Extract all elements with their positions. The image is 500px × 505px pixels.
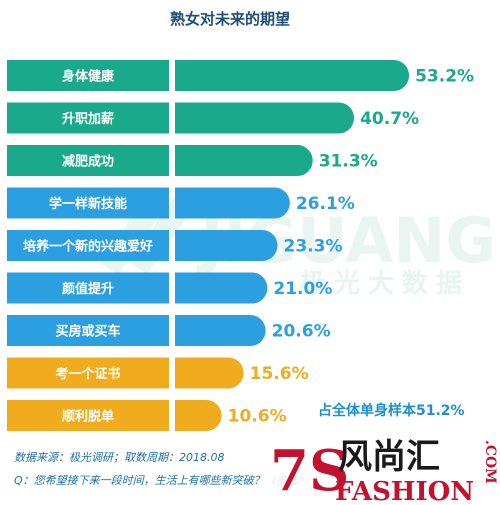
category-labels: 身体健康升职加薪减肥成功学一样新技能培养一个新的兴趣爱好颜值提升买房或买车考一个… bbox=[23, 69, 153, 425]
category-label: 颜值提升 bbox=[62, 281, 114, 297]
watermark-brand-cn: 极光大数据 bbox=[300, 269, 470, 299]
category-box bbox=[7, 187, 169, 219]
category-label: 学一样新技能 bbox=[49, 196, 127, 212]
bar bbox=[175, 60, 410, 91]
logo-en: FASHION bbox=[335, 477, 474, 505]
logo-suffix: .COM bbox=[482, 440, 498, 484]
category-label: 升职加薪 bbox=[62, 111, 114, 127]
category-label: 考一个证书 bbox=[55, 366, 120, 382]
bar bbox=[175, 357, 244, 389]
value-labels: 53.2% 40.7% 31.3% 26.1% 23.3% 21.0% 20.6% 15.6%… bbox=[228, 67, 474, 427]
value-label: 31.3% bbox=[319, 152, 378, 172]
footnote-question: Q：您希望接下来一段时间，生活上有哪些新突破？（多选） bbox=[14, 474, 309, 487]
value-label: 40.7% bbox=[360, 109, 419, 129]
bar bbox=[175, 315, 266, 346]
value-label: 53.2% bbox=[415, 67, 474, 87]
logo-backdrop bbox=[268, 430, 500, 505]
bars bbox=[175, 60, 410, 431]
bar bbox=[175, 145, 313, 176]
value-label: 15.6% bbox=[250, 364, 309, 384]
value-label: 10.6% bbox=[228, 407, 287, 427]
category-box bbox=[7, 272, 169, 304]
chart-title: 熟女对未来的期望 bbox=[170, 10, 290, 28]
category-box bbox=[7, 145, 169, 176]
category-box bbox=[7, 357, 169, 389]
bar bbox=[175, 230, 278, 261]
annotation-total: 占全体单身样本51.2% bbox=[318, 402, 465, 419]
category-label: 培养一个新的兴趣爱好 bbox=[23, 239, 153, 255]
bar bbox=[175, 400, 222, 431]
bar bbox=[175, 187, 290, 219]
bar bbox=[175, 272, 268, 304]
category-box bbox=[7, 60, 169, 91]
value-label: 23.3% bbox=[284, 237, 343, 257]
value-label: 21.0% bbox=[273, 279, 332, 299]
footnote-source: 数据来源：极光调研；取数周期：2018.08 bbox=[14, 451, 225, 464]
logo-cn: 风尚汇 bbox=[338, 437, 440, 477]
category-box bbox=[7, 230, 169, 261]
logo: 7S 风尚汇 FASHION .COM bbox=[268, 430, 500, 505]
value-label: 20.6% bbox=[272, 322, 331, 342]
category-box bbox=[7, 400, 169, 431]
category-box bbox=[7, 315, 169, 346]
category-label-boxes bbox=[7, 60, 169, 431]
category-label: 顺利脱单 bbox=[62, 409, 114, 425]
value-label: 26.1% bbox=[296, 194, 355, 214]
category-label: 身体健康 bbox=[62, 69, 115, 85]
logo-number: 7S bbox=[270, 438, 349, 504]
bar bbox=[175, 102, 355, 134]
category-box bbox=[7, 102, 169, 134]
category-label: 减肥成功 bbox=[62, 154, 114, 170]
category-label: 买房或买车 bbox=[55, 324, 120, 340]
